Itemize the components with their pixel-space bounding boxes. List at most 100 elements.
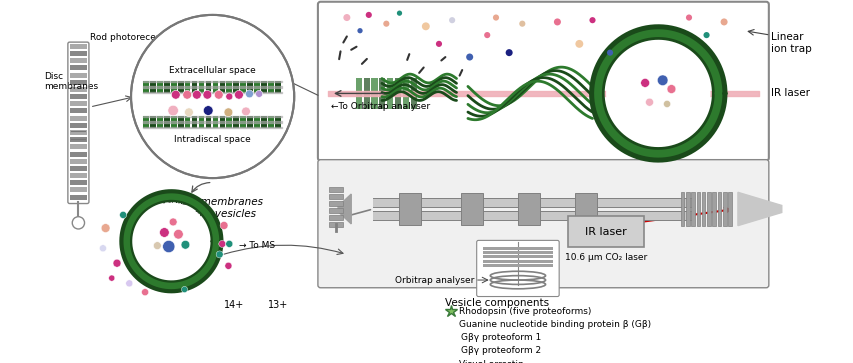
Bar [157,116,163,128]
Text: 10.6 μm CO₂ laser: 10.6 μm CO₂ laser [565,253,647,262]
Bar [482,246,553,250]
Bar [70,187,87,192]
Bar [685,192,689,226]
Text: Extracellular space: Extracellular space [169,66,256,76]
Bar [410,78,416,109]
Bar [722,192,726,226]
Bar [329,187,343,192]
Bar [70,130,87,135]
Bar [70,80,87,85]
FancyBboxPatch shape [476,240,559,297]
Circle shape [169,218,177,226]
Bar [329,215,343,220]
Bar [70,87,87,92]
Bar [461,193,482,225]
Bar [701,192,705,226]
Bar [70,109,87,114]
Circle shape [383,21,389,27]
Bar [70,65,87,70]
Text: Guanine nucleotide binding protein β (Gβ): Guanine nucleotide binding protein β (Gβ… [459,320,651,329]
Text: Linear
ion trap: Linear ion trap [770,32,811,54]
Text: IR laser: IR laser [770,89,809,98]
Circle shape [255,90,263,97]
Bar [70,151,87,156]
Bar [184,81,190,93]
Circle shape [235,90,243,99]
Bar [199,81,204,93]
Bar [680,192,683,226]
Circle shape [575,40,583,48]
Bar [70,73,87,78]
FancyBboxPatch shape [317,2,768,160]
Circle shape [168,105,178,116]
Bar [275,116,281,128]
Bar [482,251,553,254]
Circle shape [446,360,456,363]
Bar [482,255,553,258]
Bar [206,81,211,93]
Circle shape [663,101,670,107]
Bar [157,81,163,93]
Bar [728,192,731,226]
Circle shape [225,93,233,100]
Bar [482,264,553,267]
Text: Visual arrestin: Visual arrestin [459,360,523,363]
Circle shape [119,211,126,219]
Bar [212,81,218,93]
Text: IR laser: IR laser [584,227,626,237]
Bar [329,194,343,199]
Text: → To MS: → To MS [239,241,275,250]
Bar [247,116,252,128]
Bar [70,94,87,99]
Circle shape [397,11,402,16]
Bar [212,116,218,128]
Circle shape [241,107,250,116]
Bar [70,166,87,171]
Bar [574,193,596,225]
Bar [70,195,87,200]
Circle shape [645,98,653,106]
Circle shape [171,90,180,99]
Text: Gβγ proteoform 1: Gβγ proteoform 1 [461,333,541,342]
Circle shape [203,90,212,99]
Bar [386,78,393,109]
Circle shape [224,262,232,269]
Circle shape [492,15,498,21]
Circle shape [450,334,458,342]
Circle shape [421,23,429,30]
Circle shape [505,49,512,56]
Bar [192,81,197,93]
Text: Orbitrap analyser: Orbitrap analyser [394,276,473,285]
Polygon shape [338,194,351,224]
Bar [206,116,211,128]
Bar [261,81,266,93]
Circle shape [466,53,473,61]
Text: Gβγ proteoform 2: Gβγ proteoform 2 [461,346,541,355]
Circle shape [73,217,84,229]
Bar [696,192,699,226]
Bar [177,116,183,128]
Circle shape [183,90,191,99]
Bar [691,192,694,226]
Circle shape [154,242,161,250]
Text: Isolate membranes
to make vesicles: Isolate membranes to make vesicles [162,197,263,219]
Text: 14+: 14+ [224,300,245,310]
Circle shape [720,19,727,25]
Circle shape [666,85,675,93]
Bar [219,116,225,128]
Bar [70,123,87,128]
Bar [329,208,343,213]
Bar [70,144,87,150]
Circle shape [214,90,223,99]
Text: Rod photoreceptor: Rod photoreceptor [90,33,174,42]
Bar [275,81,281,93]
Circle shape [365,12,371,18]
Ellipse shape [606,41,710,146]
Bar [254,116,259,128]
Circle shape [519,21,525,27]
Circle shape [444,334,452,342]
Circle shape [685,15,691,21]
Circle shape [218,240,225,248]
Circle shape [703,32,709,38]
Circle shape [435,41,442,47]
